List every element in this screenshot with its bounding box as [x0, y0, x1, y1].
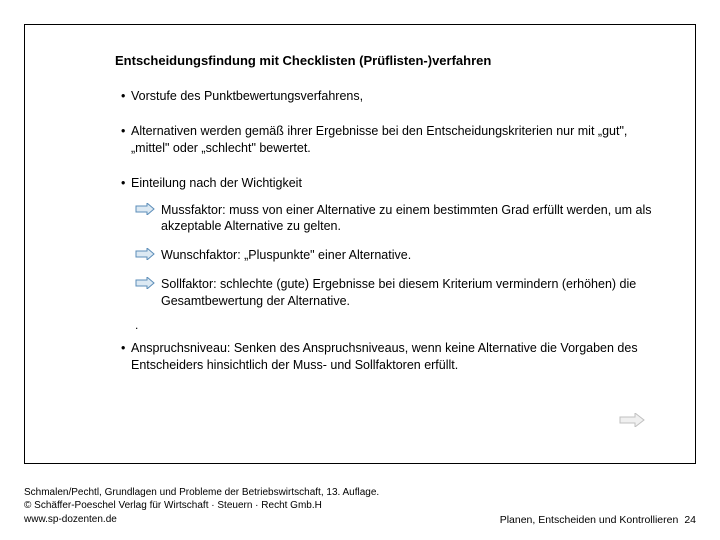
bullet-item: Alternativen werden gemäß ihrer Ergebnis…	[121, 123, 657, 157]
footer-topic-text: Planen, Entscheiden und Kontrollieren	[500, 514, 679, 526]
bullet-text: Alternativen werden gemäß ihrer Ergebnis…	[131, 124, 627, 155]
arrow-right-icon	[135, 277, 155, 289]
sub-item-text: Wunschfaktor: „Pluspunkte" einer Alterna…	[161, 248, 411, 262]
bullet-item: Vorstufe des Punktbewertungsverfahrens,	[121, 88, 657, 105]
continue-arrow-icon	[619, 413, 645, 427]
bullet-text: Einteilung nach der Wichtigkeit	[131, 176, 302, 190]
sub-list: Mussfaktor: muss von einer Alternative z…	[135, 202, 657, 310]
arrow-right-icon	[135, 203, 155, 215]
bullet-text: Vorstufe des Punktbewertungsverfahrens,	[131, 89, 363, 103]
bullet-item: Einteilung nach der Wichtigkeit	[121, 175, 657, 192]
bullet-item: Anspruchsniveau: Senken des Anspruchsniv…	[121, 340, 657, 374]
footer-topic: Planen, Entscheiden und Kontrollieren 24	[500, 514, 696, 526]
sub-item: Mussfaktor: muss von einer Alternative z…	[135, 202, 657, 236]
footer-credits: Schmalen/Pechtl, Grundlagen und Probleme…	[24, 486, 379, 527]
sub-item-text: Sollfaktor: schlechte (gute) Ergebnisse …	[161, 277, 636, 308]
page-number: 24	[684, 514, 696, 526]
bullet-text: Anspruchsniveau: Senken des Anspruchsniv…	[131, 341, 638, 372]
sub-item: Wunschfaktor: „Pluspunkte" einer Alterna…	[135, 247, 657, 264]
slide-footer: Schmalen/Pechtl, Grundlagen und Probleme…	[24, 486, 696, 527]
slide-heading: Entscheidungsfindung mit Checklisten (Pr…	[115, 53, 657, 68]
footer-line: © Schäffer-Poeschel Verlag für Wirtschaf…	[24, 499, 379, 513]
slide-content: Entscheidungsfindung mit Checklisten (Pr…	[24, 24, 696, 464]
sub-item-text: Mussfaktor: muss von einer Alternative z…	[161, 203, 651, 234]
arrow-right-icon	[135, 248, 155, 260]
stray-dot: .	[135, 318, 657, 332]
footer-line: Schmalen/Pechtl, Grundlagen und Probleme…	[24, 486, 379, 500]
footer-line: www.sp-dozenten.de	[24, 513, 379, 527]
sub-item: Sollfaktor: schlechte (gute) Ergebnisse …	[135, 276, 657, 310]
